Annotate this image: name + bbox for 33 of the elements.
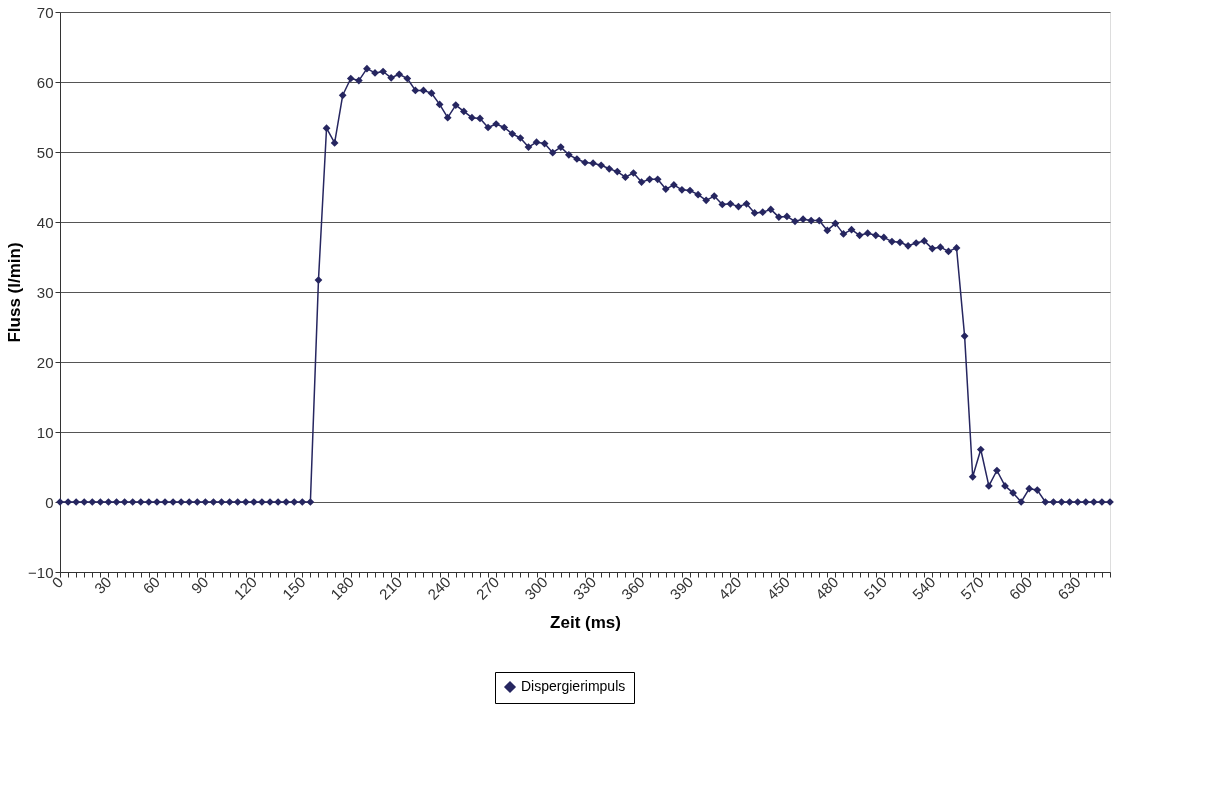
x-tick-label: 360 <box>617 573 648 603</box>
y-tick-label: 70 <box>36 3 54 21</box>
x-tick-label: 60 <box>139 573 164 597</box>
x-tick-label: 330 <box>569 573 600 603</box>
x-tick-label: 540 <box>908 573 939 603</box>
x-tick-label: 150 <box>278 573 309 603</box>
legend-label: Dispergierimpuls <box>521 678 626 694</box>
x-tick-label: 210 <box>375 573 406 603</box>
x-tick-label: 570 <box>957 573 987 603</box>
x-tick-label: 90 <box>187 573 212 597</box>
y-tick-label: 20 <box>36 353 54 371</box>
x-tick-label: 390 <box>666 573 697 603</box>
x-tick-label: 510 <box>860 573 890 603</box>
x-tick-label: 270 <box>472 573 503 603</box>
x-tick-label: 30 <box>90 573 115 597</box>
y-tick-label: −10 <box>28 563 54 581</box>
y-tick-label: 0 <box>45 493 54 511</box>
x-tick-label: 480 <box>811 573 842 603</box>
y-tick-label: 60 <box>36 73 54 91</box>
y-tick-label: 50 <box>36 143 54 161</box>
y-axis-title: Fluss (l/min) <box>5 242 25 343</box>
y-tick-label: 30 <box>36 283 54 301</box>
x-axis-title: Zeit (ms) <box>550 612 621 632</box>
x-tick-label: 420 <box>714 573 745 603</box>
x-tick-label: 240 <box>424 573 454 603</box>
x-tick-label: 450 <box>763 573 794 603</box>
x-tick-label: 120 <box>230 573 260 603</box>
y-tick-label: 10 <box>36 423 54 441</box>
x-tick-label: 630 <box>1054 573 1084 603</box>
y-tick-label: 40 <box>36 213 54 231</box>
x-tick-label: 180 <box>327 573 357 603</box>
x-tick-label: 600 <box>1005 573 1036 603</box>
x-tick-label: 300 <box>521 573 551 603</box>
